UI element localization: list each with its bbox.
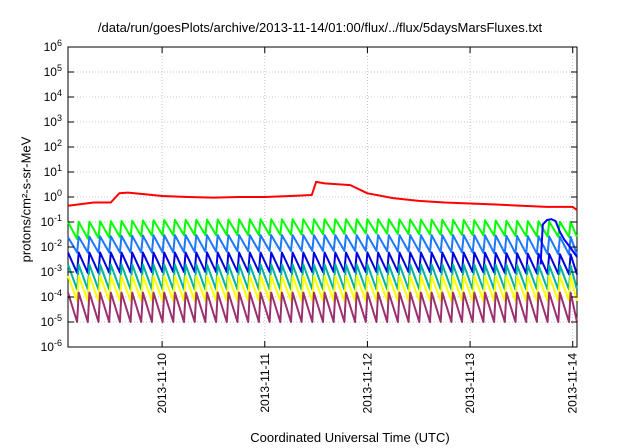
y-tick-label: 103 xyxy=(44,113,62,129)
chart-title: /data/run/goesPlots/archive/2013-11-14/0… xyxy=(97,20,543,35)
series-line-2 xyxy=(67,218,578,240)
y-tick-label: 10-1 xyxy=(41,213,62,229)
x-tick-label: 2013-11-13 xyxy=(463,353,477,414)
x-axis-label: Coordinated Universal Time (UTC) xyxy=(250,430,450,445)
series-group xyxy=(67,180,578,323)
x-tick-label: 2013-11-12 xyxy=(360,353,374,414)
series-line-8 xyxy=(539,218,578,265)
y-tick-label: 101 xyxy=(44,163,62,179)
y-ticks: 10-6 10-5 10-4 10-3 10-2 10-1 100 101 102 103 104 1… xyxy=(41,38,577,354)
series-line-3 xyxy=(67,234,578,256)
y-tick-label: 105 xyxy=(44,63,62,79)
series-line-6 xyxy=(67,274,578,302)
x-tick-label: 2013-11-14 xyxy=(566,353,580,414)
y-tick-label: 102 xyxy=(44,138,62,154)
y-tick-label: 10-3 xyxy=(41,263,62,279)
x-tick-label: 2013-11-11 xyxy=(258,353,272,413)
y-tick-label: 100 xyxy=(44,188,62,204)
series-line-7 xyxy=(67,291,578,323)
y-tick-label: 10-2 xyxy=(41,238,62,254)
y-tick-label: 10-4 xyxy=(41,288,62,304)
y-tick-label: 106 xyxy=(44,38,62,54)
grid xyxy=(68,47,577,347)
x-ticks: 2013-11-10 2013-11-11 2013-11-12 2013-11-13… xyxy=(155,47,580,414)
y-tick-label: 10-5 xyxy=(41,313,62,329)
y-tick-label: 104 xyxy=(44,88,62,104)
y-tick-label: 10-6 xyxy=(41,338,62,354)
series-line-4 xyxy=(67,251,578,276)
series-line-1 xyxy=(67,180,578,211)
x-tick-label: 2013-11-10 xyxy=(155,353,169,414)
